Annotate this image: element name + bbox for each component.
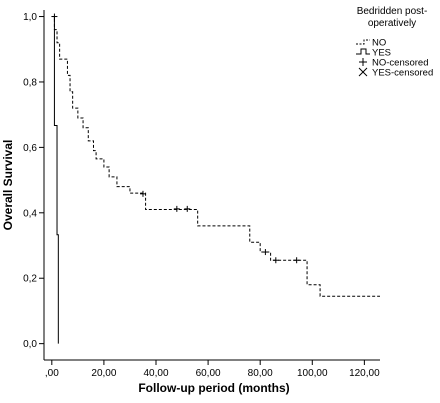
x-tick-label: 20,00 [91, 368, 116, 379]
x-tick-label: 40,00 [143, 368, 168, 379]
x-tick-label: ,00 [45, 368, 59, 379]
censor-mark-no [293, 257, 300, 264]
censor-mark-no [184, 205, 191, 212]
censor-mark-no [272, 257, 279, 264]
censor-mark-no [139, 190, 146, 197]
legend-title: Bedridden post- [357, 6, 428, 17]
y-axis-title: Overall Survival [1, 140, 15, 231]
y-tick-label: 0,6 [23, 143, 37, 154]
x-tick-label: 100,00 [297, 368, 328, 379]
axes: ,00 20,00 40,00 60,00 80,00 100,00 120,00 0,0 0,… [1, 10, 380, 395]
y-tick-label: 0,2 [23, 274, 37, 285]
legend-symbol-yes [356, 48, 370, 55]
legend-symbol-no-censored [359, 58, 367, 66]
legend-title: operatively [368, 18, 416, 29]
y-tick-label: 0,8 [23, 77, 37, 88]
legend-label: YES [372, 48, 391, 59]
censor-mark-no [173, 205, 180, 212]
legend-label: YES-censored [372, 68, 433, 79]
series-layer [51, 13, 380, 344]
censor-mark-no [262, 249, 269, 256]
y-tick-label: 1,0 [23, 12, 37, 23]
x-tick-label: 80,00 [248, 368, 273, 379]
legend-label: NO-censored [372, 58, 429, 69]
legend-symbol-yes-censored [358, 67, 368, 77]
legend-label: NO [372, 38, 386, 49]
legend-symbol-no [356, 39, 370, 45]
x-axis-title: Follow-up period (months) [138, 381, 289, 395]
series-line-yes [51, 16, 59, 344]
series-line-no [51, 16, 380, 297]
x-tick-label: 60,00 [196, 368, 221, 379]
y-tick-label: 0,4 [23, 208, 37, 219]
x-tick-label: 120,00 [349, 368, 380, 379]
y-tick-label: 0,0 [23, 339, 37, 350]
legend: Bedridden post-operatively NOYESNO-censor… [356, 6, 433, 79]
